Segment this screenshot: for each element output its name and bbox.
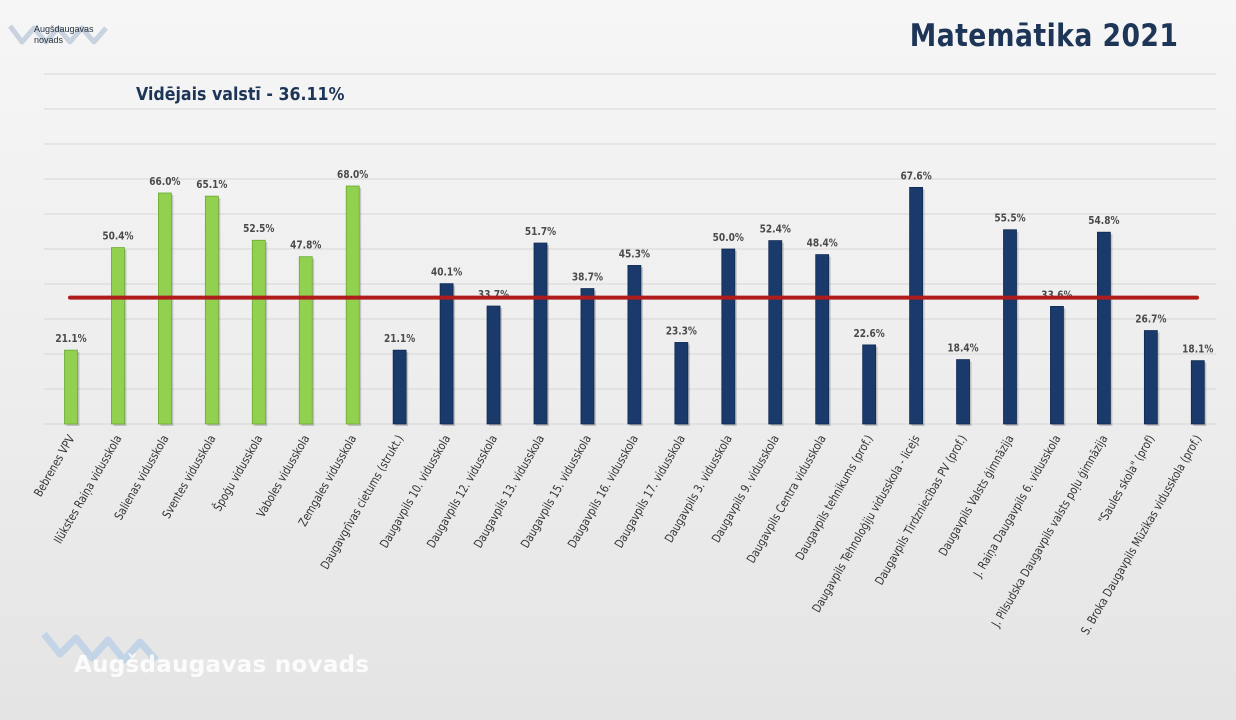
value-label: 52.5% bbox=[243, 224, 274, 236]
value-label: 21.1% bbox=[384, 333, 415, 345]
bar bbox=[298, 256, 313, 425]
average-caption: Vidējais valstī - 36.11% bbox=[136, 84, 345, 105]
bar bbox=[815, 254, 830, 425]
bar bbox=[64, 349, 78, 425]
bar bbox=[486, 305, 501, 425]
bar bbox=[580, 288, 595, 425]
bar bbox=[439, 283, 454, 425]
value-label: 22.6% bbox=[854, 328, 885, 340]
brand-logo: Augšdaugavas novads bbox=[8, 12, 118, 52]
bar bbox=[1003, 229, 1017, 425]
category-label: Sventes vidusskola bbox=[159, 433, 218, 521]
value-label: 51.7% bbox=[525, 226, 556, 238]
bar bbox=[956, 359, 970, 425]
category-label: Daugavgrīvas cietums (strukt.) bbox=[318, 433, 407, 572]
bar bbox=[204, 195, 219, 425]
value-label: 66.0% bbox=[149, 176, 180, 188]
category-label: J. Raiņa Daugavpils 6. vidusskola bbox=[970, 433, 1064, 581]
brand-logo-text: Augšdaugavas novads bbox=[34, 24, 94, 45]
bar bbox=[533, 242, 548, 425]
bar bbox=[345, 185, 360, 425]
value-label: 18.1% bbox=[1182, 344, 1213, 356]
bar bbox=[1097, 231, 1111, 425]
bar bbox=[1050, 305, 1064, 425]
watermark: Augšdaugavas novads bbox=[40, 626, 380, 686]
category-label: Daugavpils Tirdzniecības PV (prof.) bbox=[872, 433, 970, 588]
category-label: Daugavpils Centra vidusskola bbox=[744, 433, 829, 566]
value-label: 68.0% bbox=[337, 169, 368, 181]
watermark-logo-icon bbox=[41, 631, 159, 664]
value-label: 52.4% bbox=[760, 224, 791, 236]
value-label: 45.3% bbox=[619, 249, 650, 261]
value-label: 55.5% bbox=[994, 213, 1025, 225]
category-label: Bebrenes VPV bbox=[31, 432, 78, 499]
bar bbox=[768, 240, 783, 425]
value-label: 65.1% bbox=[196, 179, 227, 191]
bar bbox=[1190, 360, 1205, 425]
value-label: 48.4% bbox=[807, 238, 838, 250]
category-label: Špoģu vidusskola bbox=[211, 433, 266, 514]
brand-logo-icon bbox=[8, 24, 108, 45]
value-label: 38.7% bbox=[572, 272, 603, 284]
bar bbox=[251, 239, 266, 425]
bar bbox=[111, 247, 125, 425]
value-label: 50.0% bbox=[713, 232, 744, 244]
bar bbox=[674, 342, 689, 425]
bar bbox=[862, 344, 877, 425]
bar bbox=[392, 349, 407, 425]
bar bbox=[721, 248, 736, 425]
bar bbox=[157, 192, 172, 425]
value-label: 23.3% bbox=[666, 326, 697, 338]
value-label: 21.1% bbox=[55, 333, 86, 345]
value-label: 18.4% bbox=[947, 343, 978, 355]
value-label: 40.1% bbox=[431, 267, 462, 279]
bar bbox=[1143, 330, 1158, 425]
value-label: 50.4% bbox=[102, 231, 133, 243]
bar bbox=[627, 265, 642, 425]
value-label: 47.8% bbox=[290, 240, 321, 252]
value-label: 67.6% bbox=[900, 171, 931, 183]
page-title: Matemātika 2021 bbox=[909, 18, 1178, 54]
value-label: 26.7% bbox=[1135, 314, 1166, 326]
value-label: 54.8% bbox=[1088, 215, 1119, 227]
watermark-text: Augšdaugavas novads bbox=[74, 652, 370, 678]
bar bbox=[909, 186, 923, 425]
